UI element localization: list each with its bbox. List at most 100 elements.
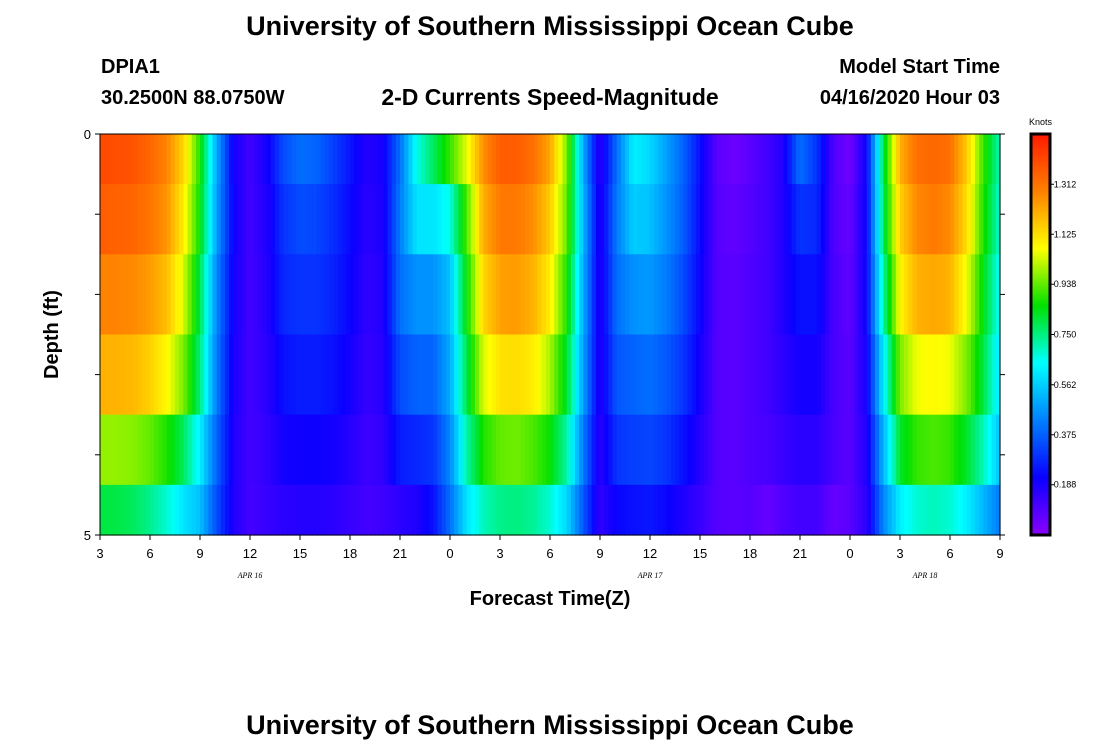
heatmap-cell [145, 254, 151, 336]
heatmap-cell [579, 414, 584, 486]
heatmap-cell [558, 184, 564, 255]
heatmap-cell [500, 334, 505, 416]
heatmap-cell [308, 134, 314, 185]
heatmap-cell [916, 334, 922, 416]
heatmap-cell [791, 334, 797, 416]
heatmap-cell [325, 334, 330, 416]
heatmap-cell [708, 484, 714, 536]
heatmap-cell [583, 414, 589, 486]
heatmap-cell [729, 254, 734, 336]
heatmap-cell [979, 254, 984, 336]
heatmap-cell [816, 134, 822, 185]
heatmap-cell [387, 134, 393, 185]
heatmap-cell [150, 134, 155, 185]
heatmap-cell [458, 414, 464, 486]
heatmap-cell [245, 334, 251, 416]
x-tick-label: 18 [343, 546, 357, 561]
heatmap-cell [708, 184, 714, 255]
heatmap-cell [800, 184, 805, 255]
heatmap-cell [312, 484, 318, 536]
heatmap-cell [858, 414, 864, 486]
heatmap-cell [950, 184, 955, 255]
heatmap-cell [650, 134, 655, 185]
heatmap-cell [358, 254, 364, 336]
heatmap-cell [737, 414, 743, 486]
heatmap-cell [158, 414, 164, 486]
heatmap-cell [691, 414, 697, 486]
heatmap-cell [112, 134, 118, 185]
heatmap-cell [183, 414, 189, 486]
heatmap-cell [879, 184, 884, 255]
heatmap-cell [491, 414, 497, 486]
heatmap-cell [987, 484, 993, 536]
heatmap-cell [137, 414, 143, 486]
x-tick-label: 3 [96, 546, 103, 561]
heatmap-cell [504, 184, 509, 255]
heatmap-cell [408, 414, 414, 486]
heatmap-cell [233, 414, 239, 486]
heatmap-cell [379, 334, 384, 416]
heatmap-cell [325, 414, 330, 486]
heatmap-cell [291, 334, 297, 416]
heatmap-cell [566, 184, 572, 255]
heatmap-cell [370, 334, 376, 416]
heatmap-cell [600, 134, 605, 185]
heatmap-cell [520, 134, 526, 185]
heatmap-cell [958, 134, 964, 185]
heatmap-cell [237, 184, 243, 255]
heatmap-cell [312, 254, 318, 336]
heatmap-cell [958, 184, 964, 255]
heatmap-cell [737, 254, 743, 336]
heatmap-cell [808, 484, 814, 536]
heatmap-cell [679, 184, 684, 255]
heatmap-cell [775, 254, 780, 336]
heatmap-cell [825, 334, 830, 416]
heatmap-cell [850, 134, 855, 185]
heatmap-cell [658, 184, 664, 255]
heatmap-cell [250, 484, 255, 536]
heatmap-cell [545, 334, 551, 416]
heatmap-cell [612, 414, 618, 486]
heatmap-cell [283, 134, 289, 185]
heatmap-cell [683, 134, 689, 185]
heatmap-cell [208, 484, 214, 536]
heatmap-cell [970, 184, 976, 255]
heatmap-cell [945, 254, 951, 336]
heatmap-cell [666, 484, 672, 536]
heatmap-cell [758, 414, 764, 486]
heatmap-cell [629, 134, 634, 185]
heatmap-cell [558, 254, 564, 336]
heatmap-cell [866, 184, 872, 255]
heatmap-cell [766, 484, 772, 536]
heatmap-cell [779, 484, 784, 536]
heatmap-cell [795, 484, 801, 536]
heatmap-cell [962, 254, 968, 336]
heatmap-cell [533, 134, 539, 185]
heatmap-cell [550, 334, 555, 416]
heatmap-cell [641, 484, 647, 536]
heatmap-cell [404, 484, 409, 536]
heatmap-cell [133, 184, 139, 255]
heatmap-cell [458, 334, 464, 416]
heatmap-cell [858, 134, 864, 185]
heatmap-cell [787, 184, 793, 255]
heatmap-cell [245, 484, 251, 536]
x-tick-label: 6 [946, 546, 953, 561]
heatmap-cell [141, 254, 147, 336]
heatmap-cell [187, 134, 193, 185]
heatmap-cell [120, 414, 126, 486]
heatmap-cell [545, 414, 551, 486]
heatmap-cell [645, 414, 651, 486]
heatmap-cell [708, 414, 714, 486]
heatmap-cell [716, 184, 722, 255]
heatmap-cell [245, 254, 251, 336]
heatmap-cell [975, 134, 980, 185]
heatmap-cell [670, 484, 676, 536]
heatmap-cell [441, 484, 447, 536]
heatmap-cell [162, 254, 168, 336]
heatmap-cell [762, 484, 768, 536]
heatmap-cell [820, 414, 826, 486]
heatmap-cell [212, 184, 218, 255]
heatmap-cell [995, 334, 1001, 416]
heatmap-cell [266, 414, 272, 486]
